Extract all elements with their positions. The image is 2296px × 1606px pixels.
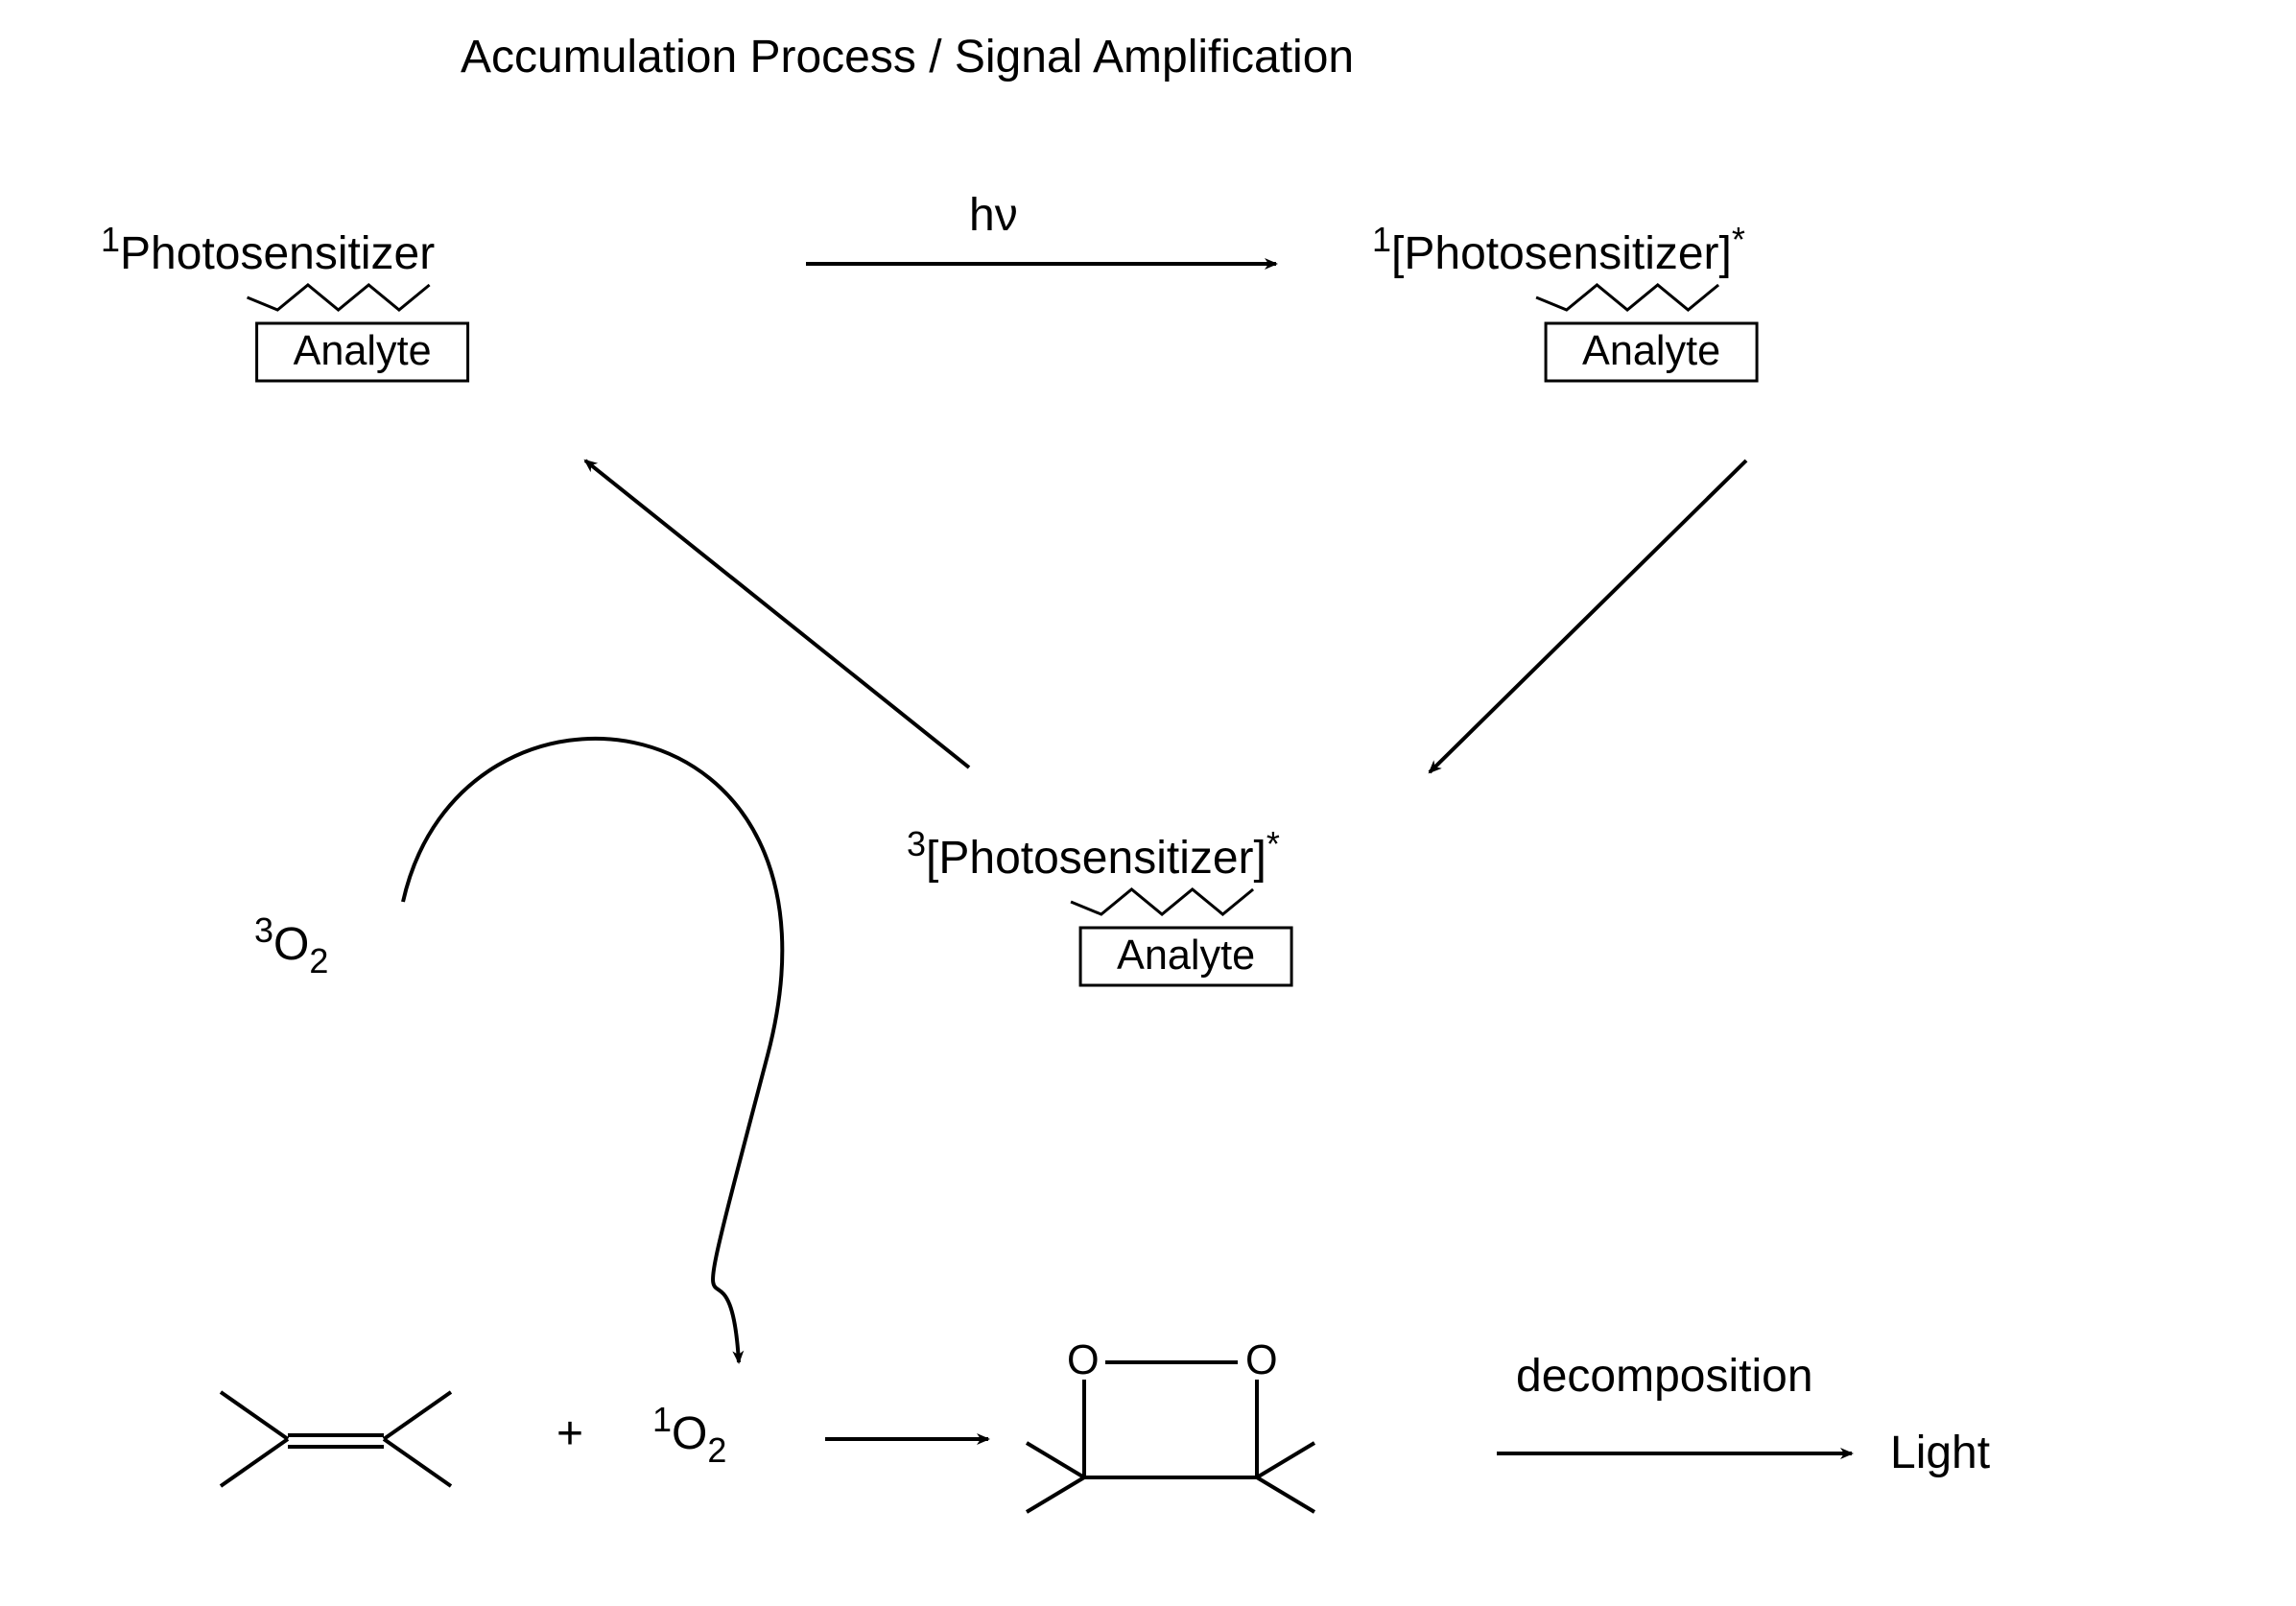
decomposition-label: decomposition [1516, 1351, 1813, 1402]
photosensitizer-triplet: 3[Photosensitizer]* Analyte [907, 824, 1291, 985]
diagram-canvas: Accumulation Process / Signal Amplificat… [0, 0, 2296, 1606]
arrow-isc [1430, 461, 1746, 772]
arrow-regen [585, 461, 969, 768]
svg-text:1[Photosensitizer]*: 1[Photosensitizer]* [1372, 220, 1745, 279]
svg-text:O: O [1067, 1337, 1100, 1383]
svg-text:Analyte: Analyte [1582, 328, 1720, 374]
svg-text:O: O [1245, 1337, 1278, 1383]
arrow-oxygen-cycle [403, 739, 782, 1362]
svg-text:1Photosensitizer: 1Photosensitizer [101, 220, 435, 279]
photosensitizer-singlet-excited: 1[Photosensitizer]* Analyte [1372, 220, 1757, 381]
singlet-oxygen: 1O2 [652, 1400, 726, 1470]
plus-sign: + [556, 1408, 583, 1459]
hv-label: hν [969, 190, 1018, 241]
svg-text:Analyte: Analyte [1117, 933, 1255, 979]
dioxetane-structure-icon: OO [1027, 1337, 1314, 1512]
svg-text:3[Photosensitizer]*: 3[Photosensitizer]* [907, 824, 1280, 884]
photosensitizer-ground: 1Photosensitizer Analyte [101, 220, 468, 381]
svg-text:3O2: 3O2 [254, 910, 328, 980]
light-label: Light [1890, 1428, 1990, 1478]
svg-text:1O2: 1O2 [652, 1400, 726, 1470]
svg-text:Analyte: Analyte [294, 328, 432, 374]
alkene-structure-icon [221, 1392, 451, 1486]
triplet-oxygen: 3O2 [254, 910, 328, 980]
diagram-title: Accumulation Process / Signal Amplificat… [461, 32, 1354, 83]
